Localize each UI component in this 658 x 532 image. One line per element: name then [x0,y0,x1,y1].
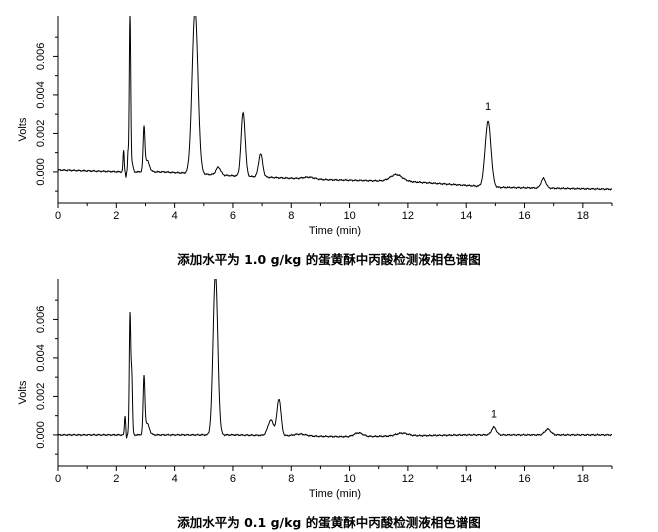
y-tick-label: 0.000 [35,158,47,186]
x-tick-label: 0 [55,210,61,222]
x-tick-label: 12 [402,210,414,222]
peak-annotation: 1 [491,408,497,420]
x-tick-label: 16 [518,210,530,222]
x-tick-label: 14 [460,210,472,222]
y-tick-label: 0.002 [35,120,47,148]
x-tick-label: 6 [230,210,236,222]
y-tick-label: 0.006 [35,43,47,71]
y-tick-label: 0.004 [35,344,47,372]
x-axis-label: Time (min) [309,488,361,500]
chromatogram-panel-2: 0 2 4 6 8 10 12 14 16 18 Time (min) 0.000 0.002 0.004… [17,279,613,500]
chromatogram-trace [58,279,612,439]
x-tick-label: 18 [577,210,589,222]
y-tick-label: 0.006 [35,306,47,334]
chromatogram-trace [58,16,612,191]
chromatogram-panel-1: 0 2 4 6 8 10 12 14 16 18 Time (min) 0.000 0.002 0.004… [17,16,613,237]
x-axis-label: Time (min) [309,225,361,237]
y-axis-label: Volts [17,117,29,141]
x-tick-label: 18 [577,473,589,485]
x-tick-label: 8 [288,210,294,222]
y-tick-label: 0.004 [35,81,47,109]
y-tick-label: 0.002 [35,383,47,411]
x-tick-label: 4 [172,473,178,485]
y-axis-label: Volts [17,380,29,404]
x-tick-label: 4 [172,210,178,222]
x-tick-label: 12 [402,473,414,485]
x-tick-label: 0 [55,473,61,485]
x-tick-label: 16 [518,473,530,485]
x-tick-label: 2 [113,210,119,222]
x-tick-label: 2 [113,473,119,485]
chart-caption-2: 添加水平为 0.1 g/kg 的蛋黄酥中丙酸检测液相色谱图 [177,515,481,530]
x-tick-label: 10 [343,473,355,485]
x-tick-label: 14 [460,473,472,485]
y-tick-label: 0.000 [35,421,47,449]
x-tick-label: 6 [230,473,236,485]
peak-annotation: 1 [485,101,491,113]
x-tick-label: 10 [343,210,355,222]
x-tick-label: 8 [288,473,294,485]
chart-caption-1: 添加水平为 1.0 g/kg 的蛋黄酥中丙酸检测液相色谱图 [177,252,481,267]
